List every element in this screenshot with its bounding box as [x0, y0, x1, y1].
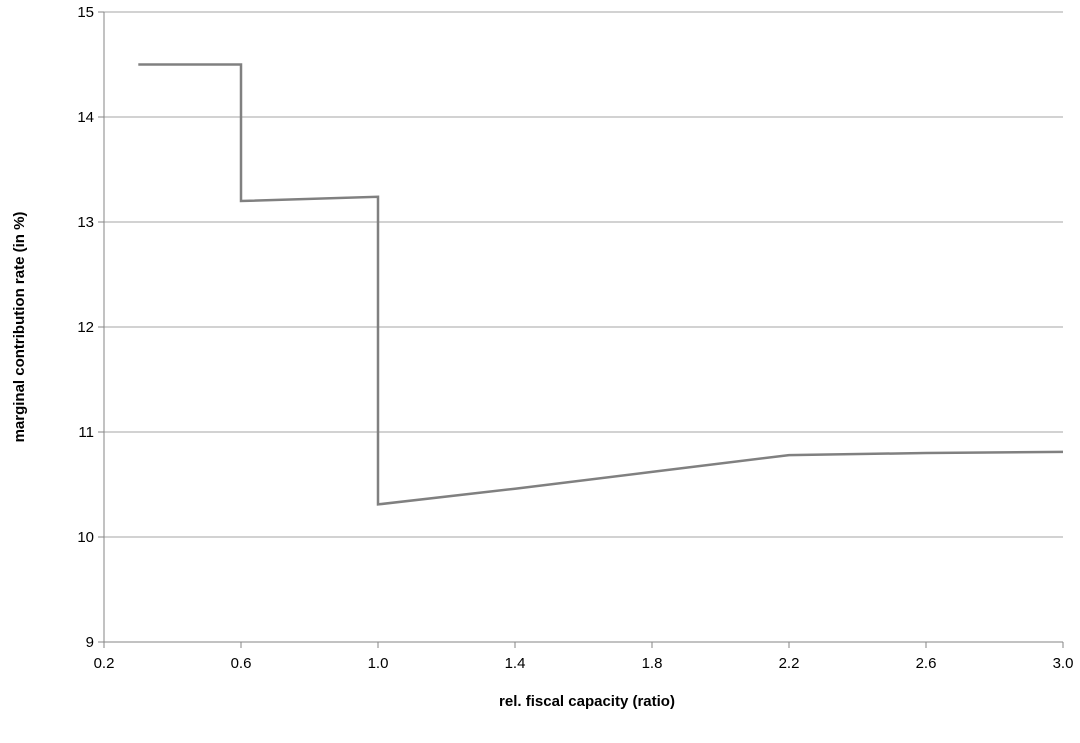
y-tick-label: 11 [78, 424, 94, 441]
series-lines [138, 63, 1064, 506]
y-tick-label: 9 [86, 634, 94, 651]
x-tick-label: 1.8 [642, 655, 663, 672]
x-tick-label: 1.0 [368, 655, 389, 672]
x-tick-label: 0.6 [231, 655, 252, 672]
series-line [138, 63, 1064, 506]
y-axis-title: marginal contribution rate (in %) [11, 212, 28, 443]
y-tick-label: 14 [77, 109, 94, 126]
x-axis-title: rel. fiscal capacity (ratio) [499, 693, 675, 710]
x-axis-ticks: 0.2 0.6 1.0 1.4 1.8 2.2 2.6 3.0 [94, 642, 1074, 672]
x-tick-label: 0.2 [94, 655, 115, 672]
y-tick-label: 10 [77, 529, 94, 546]
y-axis-ticks: 9 10 11 12 13 14 15 [77, 4, 104, 651]
y-tick-label: 13 [77, 214, 94, 231]
y-tick-label: 15 [77, 4, 94, 21]
gridlines [104, 11, 1063, 538]
x-tick-label: 3.0 [1053, 655, 1074, 672]
x-tick-label: 2.6 [916, 655, 937, 672]
x-tick-label: 1.4 [505, 655, 526, 672]
x-tick-label: 2.2 [779, 655, 800, 672]
y-tick-label: 12 [77, 319, 94, 336]
